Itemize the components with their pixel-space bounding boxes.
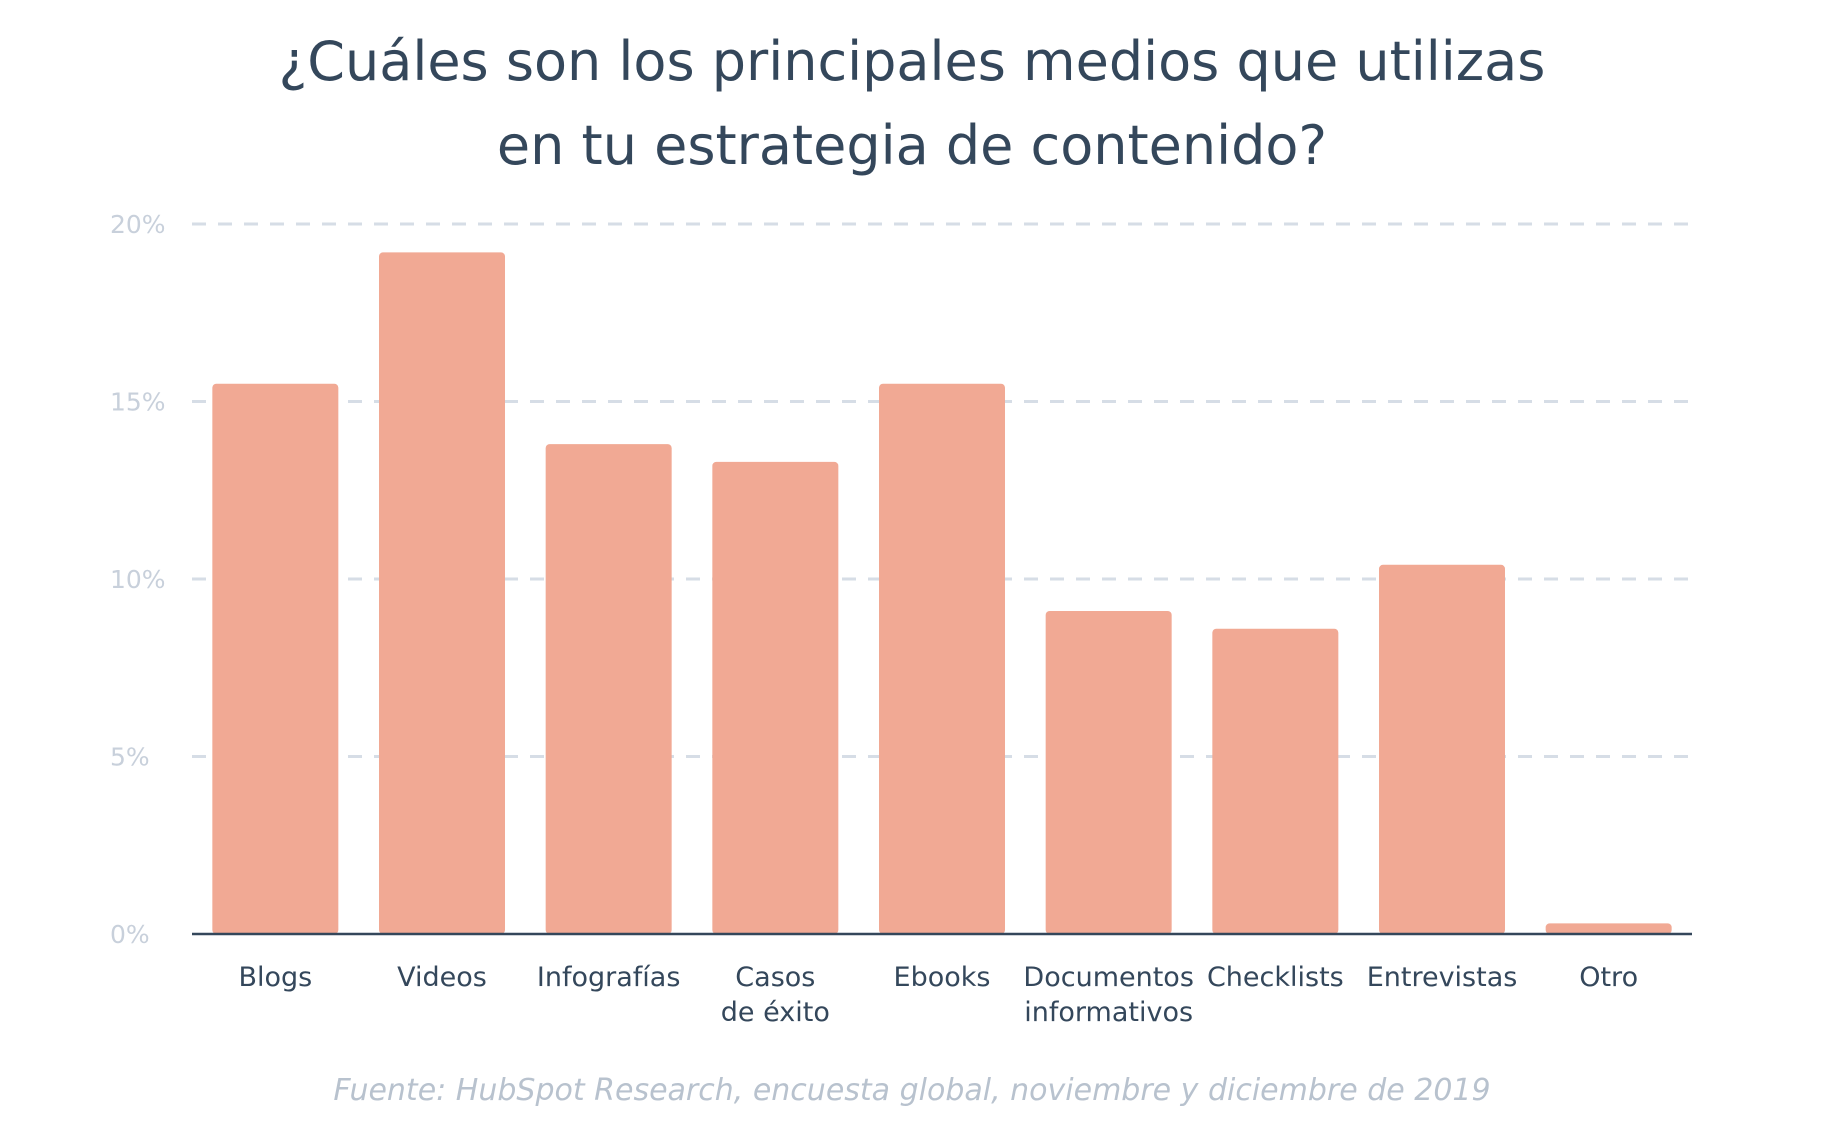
bar [545,444,672,934]
source-note: Fuente: HubSpot Research, encuesta globa… [333,1073,1491,1108]
bar [212,383,339,934]
y-tick-label: 15% [110,388,166,417]
bar [1545,923,1672,934]
x-tick-label: Infografías [537,962,681,993]
bar [1212,628,1339,934]
x-tick-label: Blogs [238,962,312,993]
y-tick-label: 0% [110,920,150,949]
bar [712,461,839,934]
bar [379,252,505,934]
x-tick-label: Casos [735,962,815,993]
x-tick-label: Otro [1579,962,1638,993]
y-tick-label: 5% [110,743,150,772]
bar [1379,564,1505,934]
x-tick-label: Checklists [1207,962,1344,993]
y-tick-label: 20% [110,210,166,239]
x-tick-label: Ebooks [894,962,991,993]
x-tick-label: Entrevistas [1367,962,1518,993]
x-tick-label: Documentos [1023,962,1193,993]
chart-title: ¿Cuáles son los principales medios que u… [0,20,1824,188]
title-line-1: ¿Cuáles son los principales medios que u… [278,30,1546,93]
bar [879,383,1005,934]
x-tick-label: de éxito [721,997,830,1028]
bar [1045,610,1172,934]
x-tick-label: informativos [1024,997,1193,1028]
x-tick-label: Videos [397,962,487,993]
title-line-2: en tu estrategia de contenido? [496,114,1328,177]
y-tick-label: 10% [110,565,166,594]
